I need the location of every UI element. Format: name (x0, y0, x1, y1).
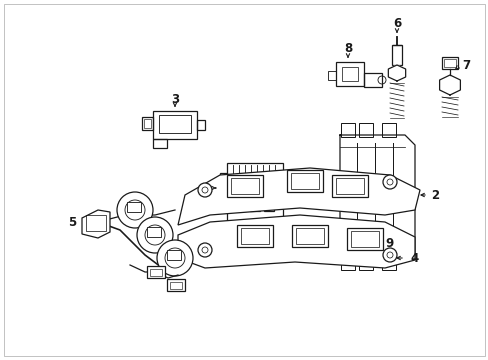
Bar (170, 282, 182, 289)
Bar (159, 115, 191, 133)
Bar (381, 123, 395, 137)
Bar (167, 250, 181, 260)
Bar (167, 279, 184, 291)
Text: 2: 2 (430, 189, 438, 202)
Text: 7: 7 (461, 59, 469, 72)
Circle shape (137, 217, 173, 253)
Bar (251, 197, 258, 207)
Bar (241, 228, 268, 244)
Bar (441, 57, 457, 69)
Bar (331, 175, 367, 197)
Bar (335, 62, 363, 86)
Text: 1: 1 (203, 181, 211, 194)
Bar (147, 227, 161, 237)
Text: 6: 6 (392, 17, 400, 30)
Bar (153, 111, 197, 139)
Bar (143, 119, 151, 128)
Bar (443, 59, 455, 67)
Bar (142, 117, 153, 130)
Bar (340, 260, 354, 270)
Bar (340, 123, 354, 137)
Bar (346, 228, 382, 250)
Bar (363, 73, 381, 87)
Polygon shape (178, 215, 414, 268)
Bar (226, 163, 283, 223)
Bar (249, 195, 260, 211)
Bar (237, 225, 272, 247)
Bar (264, 195, 273, 211)
Bar (147, 266, 164, 278)
Bar (265, 197, 271, 207)
Circle shape (382, 175, 396, 189)
Bar (350, 231, 378, 247)
Text: 5: 5 (68, 216, 76, 229)
Bar (86, 215, 106, 231)
Bar (197, 120, 204, 130)
Bar (327, 71, 335, 80)
Bar (127, 202, 141, 212)
Polygon shape (439, 75, 459, 95)
Circle shape (157, 240, 193, 276)
Circle shape (117, 192, 153, 228)
Text: 9: 9 (385, 237, 393, 249)
Bar (335, 178, 363, 194)
Polygon shape (178, 168, 419, 225)
Bar (295, 228, 324, 244)
Bar (220, 173, 226, 203)
Bar (150, 269, 162, 276)
Bar (381, 260, 395, 270)
Bar (391, 45, 401, 65)
Circle shape (198, 243, 212, 257)
Bar (238, 197, 244, 207)
Bar (236, 195, 245, 211)
Bar (226, 175, 263, 197)
Bar (358, 123, 372, 137)
Bar (291, 225, 327, 247)
Polygon shape (82, 210, 110, 238)
Circle shape (382, 248, 396, 262)
Text: 4: 4 (410, 252, 418, 265)
Text: 3: 3 (171, 93, 179, 105)
Bar (358, 260, 372, 270)
Text: 8: 8 (343, 41, 351, 54)
Polygon shape (387, 65, 405, 81)
Bar (230, 178, 259, 194)
Bar (286, 170, 323, 192)
Bar (341, 67, 357, 81)
Bar (153, 139, 167, 148)
Circle shape (198, 183, 212, 197)
Bar (290, 173, 318, 189)
